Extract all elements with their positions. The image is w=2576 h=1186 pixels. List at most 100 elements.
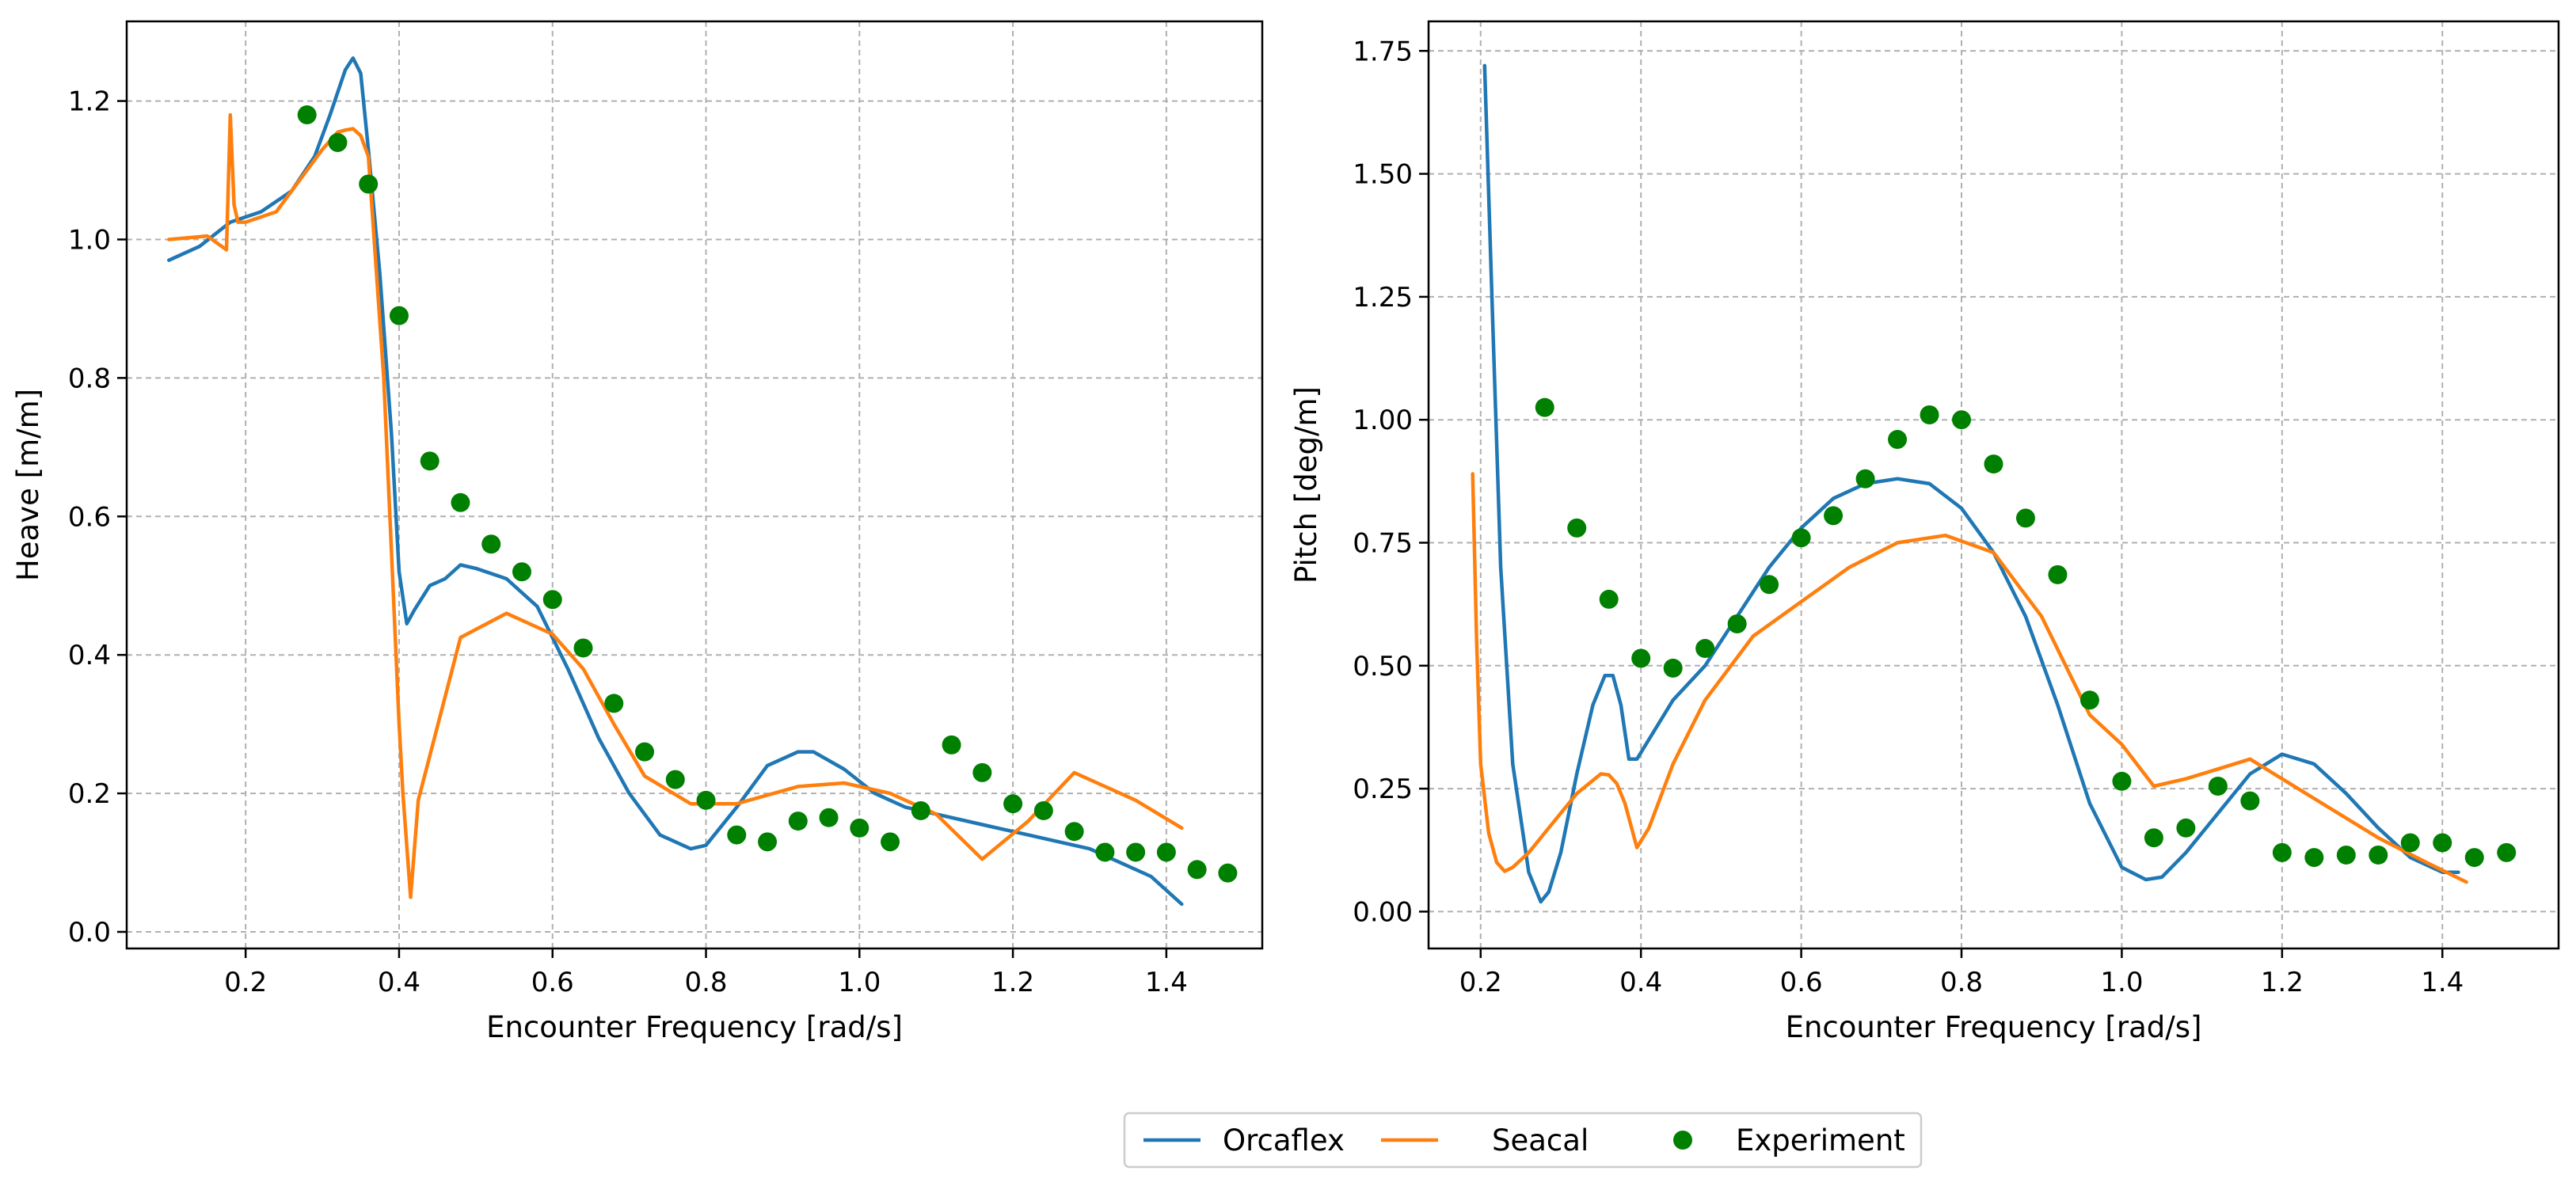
heave-experiment-point bbox=[1003, 794, 1023, 814]
heave-x-tick-label: 0.2 bbox=[224, 967, 267, 998]
pitch-experiment-point bbox=[1824, 506, 1844, 526]
pitch-y-tick-label: 1.25 bbox=[1353, 282, 1413, 314]
pitch-seacal-line bbox=[1471, 472, 2468, 884]
pitch-experiment-point bbox=[1599, 589, 1619, 609]
heave-x-tick-label: 0.8 bbox=[684, 967, 727, 998]
heave-x-axis-label: Encounter Frequency [rad/s] bbox=[486, 1010, 903, 1044]
pitch-y-tick-label: 0.50 bbox=[1353, 651, 1413, 682]
pitch-x-tick-label: 0.2 bbox=[1459, 967, 1502, 998]
heave-x-tick-label: 0.4 bbox=[378, 967, 420, 998]
pitch-experiment-point bbox=[2336, 845, 2356, 865]
pitch-experiment-point bbox=[1984, 454, 2003, 474]
heave-experiment-point bbox=[1064, 822, 1084, 842]
pitch-experiment-point bbox=[1855, 469, 1875, 488]
heave-grid bbox=[127, 21, 1262, 948]
pitch-experiment-point bbox=[1888, 430, 1908, 450]
heave-experiment-point bbox=[850, 818, 869, 838]
pitch-experiment-point bbox=[1567, 518, 1587, 538]
heave-experiment-point bbox=[573, 638, 593, 658]
pitch-y-tick-label: 0.25 bbox=[1353, 774, 1413, 805]
pitch-y-axis-label: Pitch [deg/m] bbox=[1289, 386, 1323, 583]
pitch-y-tick-label: 1.50 bbox=[1353, 159, 1413, 191]
heave-plot-frame bbox=[125, 20, 1264, 950]
legend-experiment-marker bbox=[1673, 1131, 1692, 1150]
pitch-x-tick-label: 0.6 bbox=[1780, 967, 1823, 998]
heave-experiment-point bbox=[389, 306, 409, 325]
heave-y-tick-label: 0.0 bbox=[68, 917, 111, 948]
heave-y-axis-label: Heave [m/m] bbox=[11, 389, 45, 581]
pitch-grid bbox=[1429, 21, 2559, 948]
pitch-y-tick-label: 0.00 bbox=[1353, 896, 1413, 928]
pitch-experiment-point bbox=[2079, 690, 2099, 710]
pitch-experiment-point bbox=[2208, 776, 2228, 796]
heave-experiment-point bbox=[1156, 842, 1176, 862]
pitch-y-tick-label: 0.75 bbox=[1353, 527, 1413, 559]
heave-experiment-point bbox=[727, 825, 747, 845]
heave-experiment-point bbox=[297, 105, 317, 125]
heave-experiment-point bbox=[1187, 860, 1207, 880]
pitch-series-layer bbox=[1471, 63, 2517, 904]
heave-seacal-line bbox=[167, 112, 1184, 899]
heave-y-tick-label: 0.8 bbox=[68, 363, 111, 394]
pitch-experiment-point bbox=[2272, 842, 2292, 862]
heave-x-tick-label: 1.4 bbox=[1145, 967, 1188, 998]
heave-ticks: 0.2 0.4 0.6 0.8 1.0 1.2 1.4 0.0 0.2 0.4 0.6 0.8 1.0 1… bbox=[68, 86, 1188, 998]
heave-experiment-point bbox=[911, 800, 930, 820]
heave-experiment-point bbox=[542, 590, 562, 610]
pitch-experiment-point bbox=[1535, 397, 1554, 417]
pitch-experiment-point bbox=[1952, 410, 1972, 430]
pitch-experiment-point bbox=[2144, 828, 2163, 848]
heave-experiment-point bbox=[665, 770, 685, 789]
pitch-x-axis-label: Encounter Frequency [rad/s] bbox=[1786, 1010, 2202, 1044]
pitch-x-tick-label: 0.4 bbox=[1619, 967, 1662, 998]
heave-experiment-point bbox=[1033, 800, 1053, 820]
pitch-ticks: 0.2 0.4 0.6 0.8 1.0 1.2 1.4 0.00 0.25 0.50 0.75 1.0… bbox=[1353, 36, 2464, 998]
legend-experiment-label: Experiment bbox=[1736, 1123, 1905, 1157]
pitch-plot-frame bbox=[1427, 20, 2560, 950]
heave-x-tick-label: 1.0 bbox=[838, 967, 881, 998]
pitch-y-tick-label: 1.75 bbox=[1353, 36, 1413, 67]
heave-experiment-point bbox=[604, 694, 624, 713]
legend-orcaflex-label: Orcaflex bbox=[1223, 1123, 1345, 1157]
pitch-experiment-point bbox=[1760, 575, 1779, 595]
heave-experiment-point bbox=[696, 790, 716, 810]
heave-experiment-point bbox=[1126, 842, 1146, 862]
heave-experiment-point bbox=[788, 812, 808, 831]
heave-experiment-point bbox=[758, 832, 778, 852]
heave-experiment-point bbox=[942, 735, 961, 755]
pitch-x-tick-label: 1.0 bbox=[2100, 967, 2143, 998]
pitch-experiment-point bbox=[1695, 639, 1715, 659]
pitch-experiment-point bbox=[1920, 405, 1939, 424]
heave-y-tick-label: 1.0 bbox=[68, 224, 111, 256]
pitch-experiment-point bbox=[1663, 658, 1683, 678]
legend: Orcaflex Seacal Experiment bbox=[1123, 1112, 1923, 1169]
heave-experiment-point bbox=[819, 808, 839, 827]
heave-experiment-point bbox=[972, 762, 992, 782]
legend-seacal-label: Seacal bbox=[1492, 1123, 1589, 1157]
pitch-x-tick-label: 0.8 bbox=[1940, 967, 1983, 998]
heave-x-tick-label: 1.2 bbox=[991, 967, 1034, 998]
heave-experiment-point bbox=[881, 832, 900, 852]
heave-experiment-point bbox=[481, 534, 501, 554]
heave-experiment-point bbox=[635, 742, 655, 762]
heave-y-tick-label: 1.2 bbox=[68, 86, 111, 118]
heave-y-tick-label: 0.2 bbox=[68, 778, 111, 810]
heave-experiment-point bbox=[451, 492, 470, 512]
pitch-experiment-point bbox=[2369, 845, 2388, 865]
pitch-experiment-point bbox=[2015, 508, 2035, 528]
pitch-orcaflex-line bbox=[1482, 63, 2460, 904]
pitch-experiment-point bbox=[1727, 614, 1747, 633]
pitch-x-tick-label: 1.2 bbox=[2261, 967, 2304, 998]
pitch-chart: 0.2 0.4 0.6 0.8 1.0 1.2 1.4 0.00 0.25 0.50 0.75 1.0… bbox=[1289, 20, 2560, 1044]
pitch-experiment-point bbox=[1791, 528, 1811, 548]
pitch-experiment-point bbox=[2464, 848, 2484, 868]
heave-experiment-point bbox=[1218, 863, 1238, 883]
pitch-experiment-point bbox=[2304, 848, 2324, 868]
heave-chart: 0.2 0.4 0.6 0.8 1.0 1.2 1.4 0.0 0.2 0.4 0.6 0.8 1.0 1… bbox=[11, 20, 1264, 1044]
pitch-experiment-point bbox=[2176, 818, 2196, 838]
pitch-experiment-point bbox=[2497, 842, 2517, 862]
heave-experiment-point bbox=[512, 562, 531, 582]
pitch-experiment-point bbox=[2433, 833, 2452, 853]
pitch-experiment-point bbox=[2048, 564, 2068, 584]
